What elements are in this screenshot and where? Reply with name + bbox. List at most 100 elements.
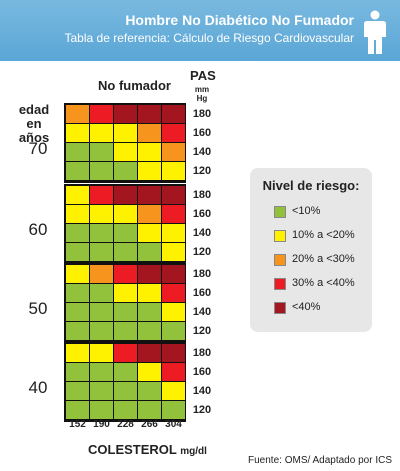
risk-cell (114, 303, 137, 321)
pas-tick-label: 120 (192, 165, 212, 177)
risk-cell (66, 186, 89, 204)
risk-cell (162, 124, 185, 142)
risk-cell (66, 344, 89, 362)
risk-cell (90, 105, 113, 123)
pas-unit: mm Hg (194, 85, 210, 103)
risk-cell (138, 162, 161, 180)
risk-cell (66, 105, 89, 123)
risk-cell (66, 401, 89, 419)
risk-cell (162, 143, 185, 161)
pas-tick-label: 160 (192, 208, 212, 220)
risk-cell (162, 265, 185, 283)
source-note: Fuente: OMS/ Adaptado por ICS (248, 455, 392, 466)
pas-tick-label: 180 (192, 108, 212, 120)
page-subtitle: Tabla de referencia: Cálculo de Riesgo C… (64, 31, 355, 45)
cholesterol-axis-unit: mg/dl (180, 446, 207, 457)
age-tick-label: 60 (28, 220, 48, 239)
age-axis-label-line1: edad (18, 102, 50, 117)
pas-tick-label: 180 (192, 189, 212, 201)
risk-cell (114, 284, 137, 302)
legend-item-label: 30% a <40% (292, 277, 355, 289)
risk-cell (138, 344, 161, 362)
header-banner: Hombre No Diabético No Fumador Tabla de … (0, 0, 400, 61)
risk-cell (162, 243, 185, 261)
risk-cell (162, 284, 185, 302)
risk-cell (90, 265, 113, 283)
age-tick-label: 50 (28, 299, 48, 318)
risk-cell (138, 224, 161, 242)
pas-tick-label: 120 (192, 246, 212, 258)
risk-cell (114, 382, 137, 400)
cholesterol-axis-title: COLESTEROL (88, 442, 177, 457)
age-tick-label: 40 (28, 378, 48, 397)
legend-swatch (274, 254, 286, 266)
age-axis-label-line2: en años (18, 116, 50, 145)
risk-cell (162, 205, 185, 223)
pas-tick-label: 180 (192, 347, 212, 359)
risk-cell (114, 344, 137, 362)
risk-cell (114, 243, 137, 261)
risk-cell (66, 265, 89, 283)
risk-cell (138, 124, 161, 142)
risk-cell (114, 162, 137, 180)
risk-cell (162, 105, 185, 123)
risk-cell (114, 124, 137, 142)
age-block-70 (64, 103, 186, 183)
legend-swatch (274, 278, 286, 290)
risk-cell (162, 322, 185, 340)
risk-cell (138, 284, 161, 302)
risk-cell (66, 143, 89, 161)
risk-cell (90, 186, 113, 204)
risk-cell (66, 322, 89, 340)
risk-cell (66, 303, 89, 321)
age-block-60 (64, 184, 186, 264)
risk-cell (114, 224, 137, 242)
legend-panel: Nivel de riesgo: <10% 10% a <20% 20% a <… (250, 168, 372, 332)
risk-cell (114, 265, 137, 283)
risk-cell (90, 143, 113, 161)
pas-tick-label: 160 (192, 287, 212, 299)
risk-cell (162, 303, 185, 321)
risk-cell (162, 344, 185, 362)
legend-item-label: 10% a <20% (292, 229, 355, 241)
pas-tick-label: 160 (192, 366, 212, 378)
pas-tick-label: 180 (192, 268, 212, 280)
risk-cell (138, 205, 161, 223)
risk-cell (114, 186, 137, 204)
risk-cell (162, 401, 185, 419)
risk-cell (66, 363, 89, 381)
legend-swatch (274, 230, 286, 242)
pas-tick-label: 140 (192, 306, 212, 318)
risk-cell (138, 363, 161, 381)
pas-tick-label: 120 (192, 325, 212, 337)
risk-cell (66, 284, 89, 302)
risk-cell (138, 382, 161, 400)
cholesterol-tick-label: 266 (141, 419, 158, 430)
risk-cell (90, 363, 113, 381)
risk-cell (138, 186, 161, 204)
risk-cell (90, 124, 113, 142)
risk-cell (90, 224, 113, 242)
legend-item-label: <10% (292, 205, 321, 217)
risk-cell (162, 186, 185, 204)
cholesterol-tick-label: 190 (93, 419, 110, 430)
risk-cell (90, 162, 113, 180)
risk-cell (90, 322, 113, 340)
risk-cell (138, 265, 161, 283)
risk-cell (90, 344, 113, 362)
cholesterol-tick-label: 304 (165, 419, 182, 430)
cholesterol-axis-label: COLESTEROL mg/dl (88, 442, 207, 457)
risk-cell (66, 205, 89, 223)
risk-cell (90, 284, 113, 302)
age-tick-label: 70 (28, 139, 48, 158)
risk-cell (66, 124, 89, 142)
pas-tick-label: 140 (192, 385, 212, 397)
pas-tick-label: 160 (192, 127, 212, 139)
cholesterol-tick-label: 152 (69, 419, 86, 430)
cholesterol-tick-label: 228 (117, 419, 134, 430)
risk-cell (138, 303, 161, 321)
risk-cell (66, 243, 89, 261)
risk-cell (138, 401, 161, 419)
risk-cell (162, 162, 185, 180)
age-block-50 (64, 263, 186, 343)
